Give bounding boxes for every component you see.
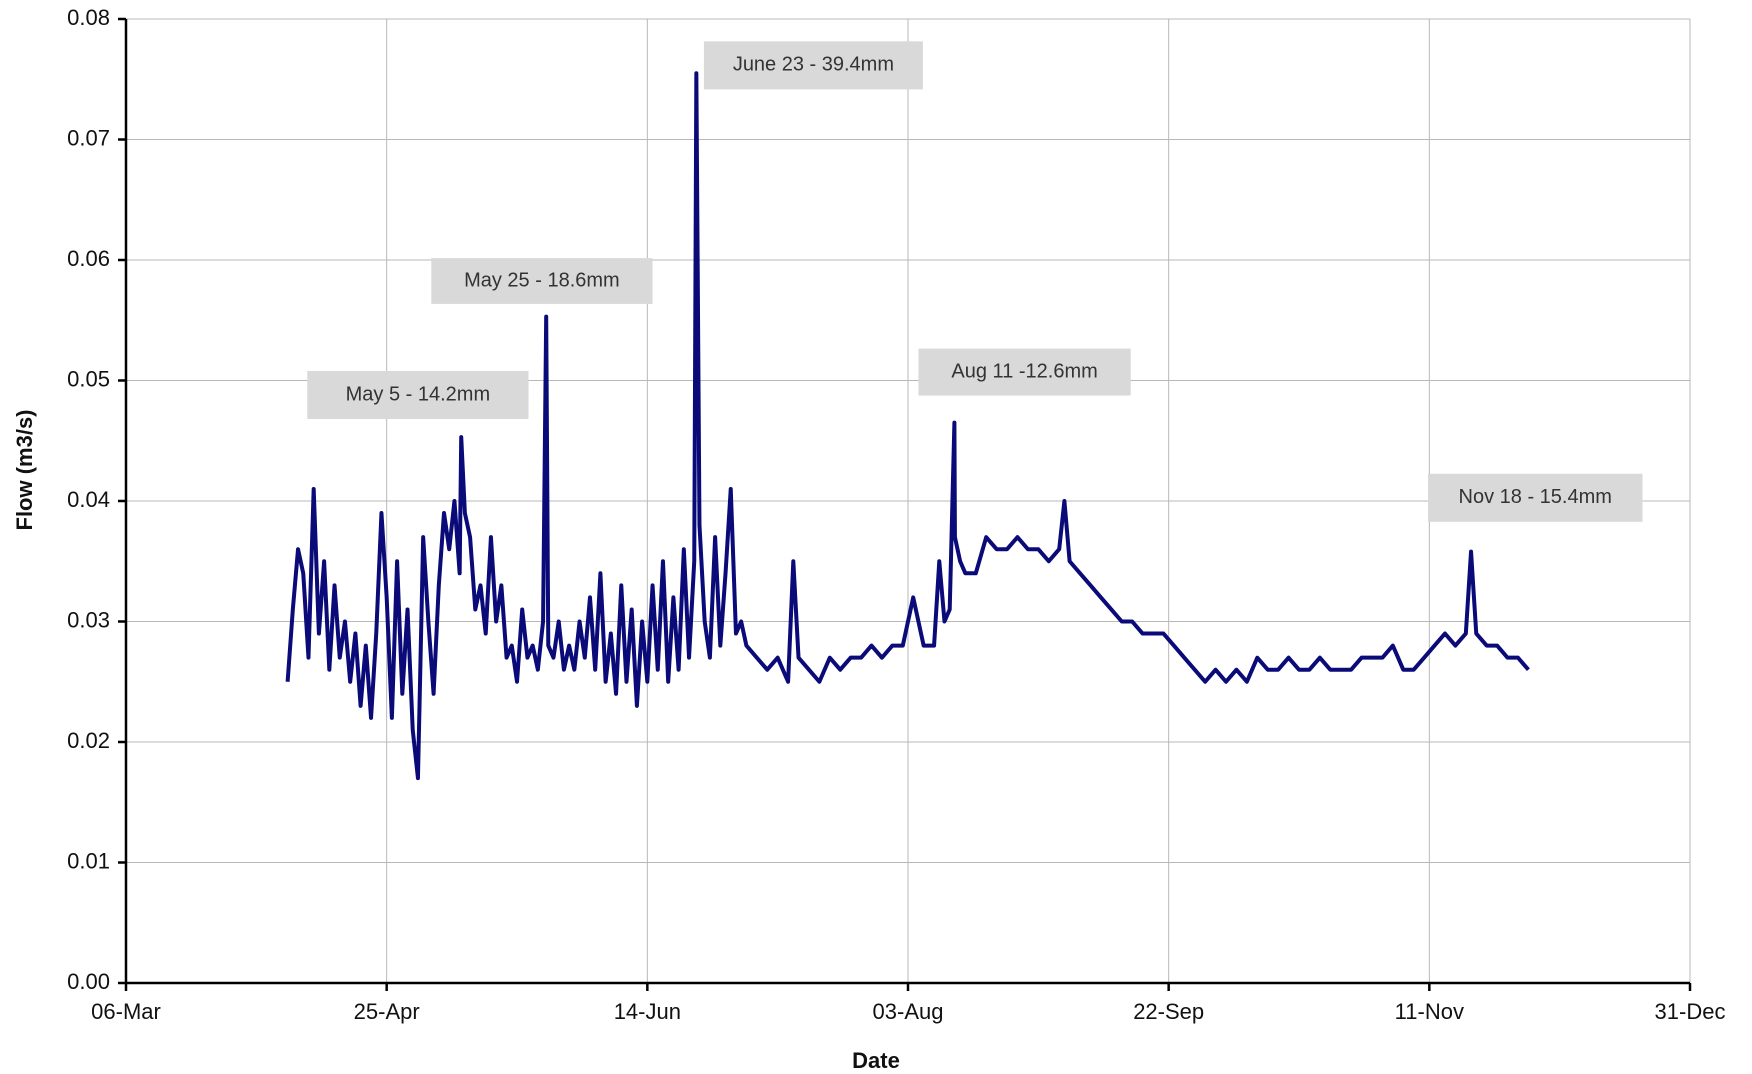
annotation: May 25 - 18.6mm [464, 269, 620, 291]
annotation: May 5 - 14.2mm [346, 383, 490, 405]
x-axis-label: Date [852, 1048, 900, 1073]
annotation: June 23 - 39.4mm [733, 54, 894, 76]
x-tick-label: 31-Dec [1655, 999, 1726, 1024]
y-tick-label: 0.04 [67, 487, 110, 512]
annotation: Nov 18 - 15.4mm [1459, 486, 1612, 508]
annotation-box [1427, 473, 1643, 522]
x-tick-label: 25-Apr [354, 999, 420, 1024]
x-tick-label: 11-Nov [1395, 999, 1464, 1024]
y-tick-label: 0.01 [67, 848, 110, 873]
annotation-box [431, 258, 653, 304]
y-tick-label: 0.02 [67, 728, 110, 753]
x-tick-label: 06-Mar [91, 999, 161, 1024]
x-tick-label: 22-Sep [1133, 999, 1204, 1024]
y-tick-label: 0.03 [67, 607, 110, 632]
x-tick-label: 14-Jun [614, 999, 681, 1024]
y-tick-label: 0.07 [67, 125, 110, 150]
y-tick-label: 0.08 [67, 5, 110, 30]
annotation-box [703, 41, 923, 90]
flow-line [285, 71, 1530, 781]
annotation: Aug 11 -12.6mm [951, 360, 1097, 382]
annotation-box [307, 370, 529, 420]
y-tick-label: 0.06 [67, 246, 110, 271]
annotation-box [918, 348, 1131, 396]
y-tick-label: 0.05 [67, 366, 110, 391]
x-tick-label: 03-Aug [873, 999, 944, 1024]
y-tick-label: 0.00 [67, 969, 110, 994]
y-axis-label: Flow (m3/s) [12, 409, 37, 530]
